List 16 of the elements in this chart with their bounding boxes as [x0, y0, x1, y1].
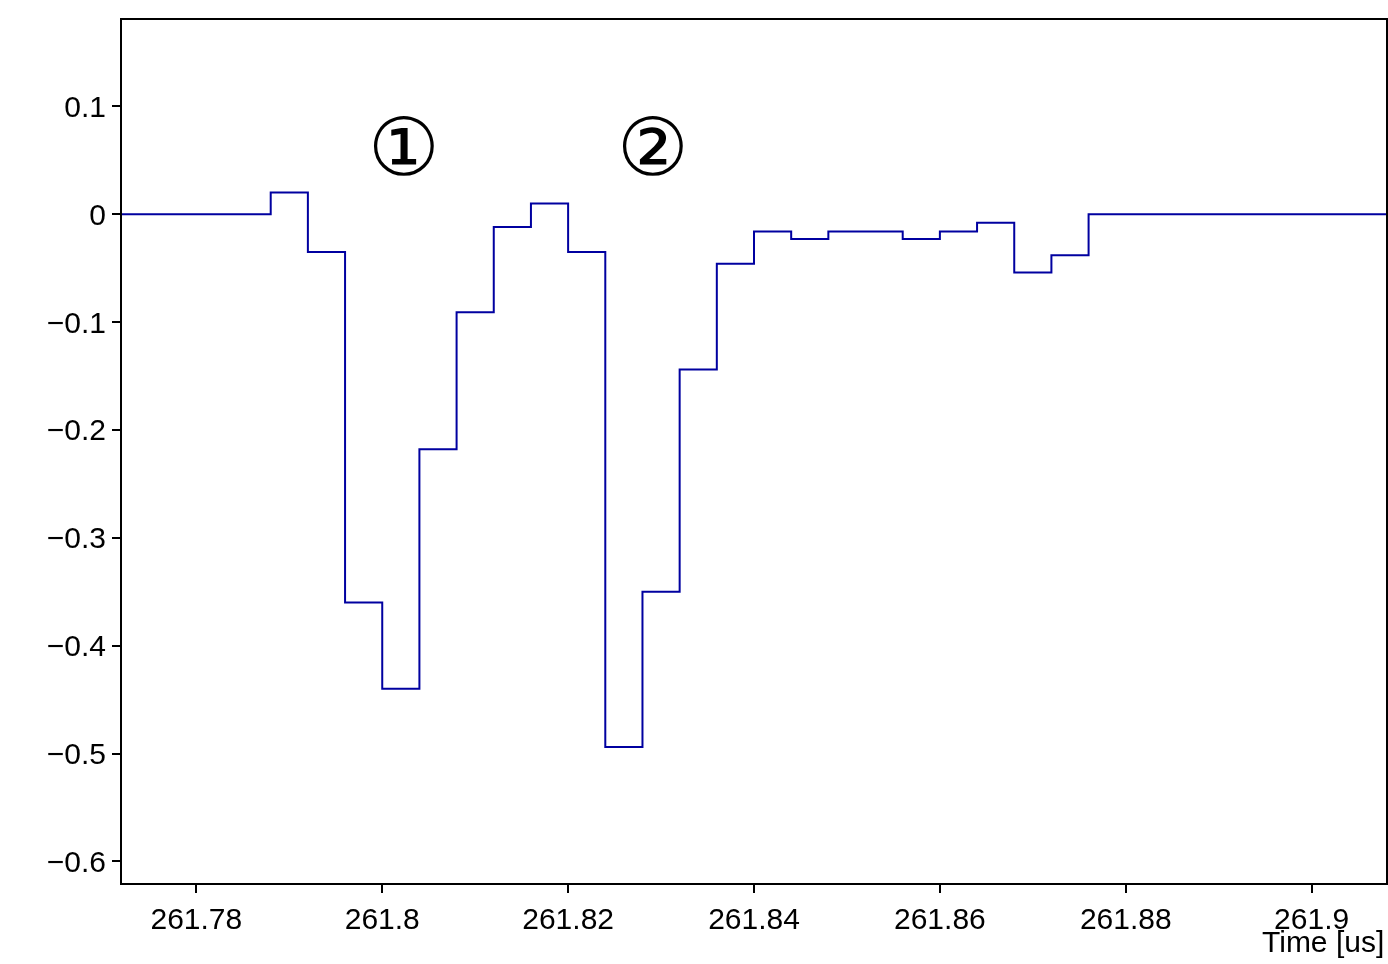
- x-tick-label: 261.88: [1079, 902, 1172, 935]
- y-tick-label: −0.2: [46, 413, 106, 447]
- y-tick-label: 0: [89, 197, 106, 231]
- y-tick-label: −0.4: [46, 629, 106, 663]
- x-tick-label: 261.82: [522, 902, 614, 935]
- x-tick-label: 261.84: [708, 902, 800, 935]
- annotation: ②: [617, 103, 689, 192]
- x-tick-label: 261.8: [344, 902, 420, 935]
- y-tick-label: −0.6: [46, 844, 106, 878]
- y-tick-label: −0.5: [46, 737, 106, 771]
- y-tick-label: 0.1: [64, 89, 106, 123]
- x-tick-label: 261.86: [894, 902, 986, 935]
- y-tick-label: −0.1: [46, 305, 106, 339]
- annotation: ①: [368, 103, 440, 192]
- x-tick-label: 261.78: [150, 902, 243, 935]
- y-tick-label: −0.3: [46, 521, 106, 555]
